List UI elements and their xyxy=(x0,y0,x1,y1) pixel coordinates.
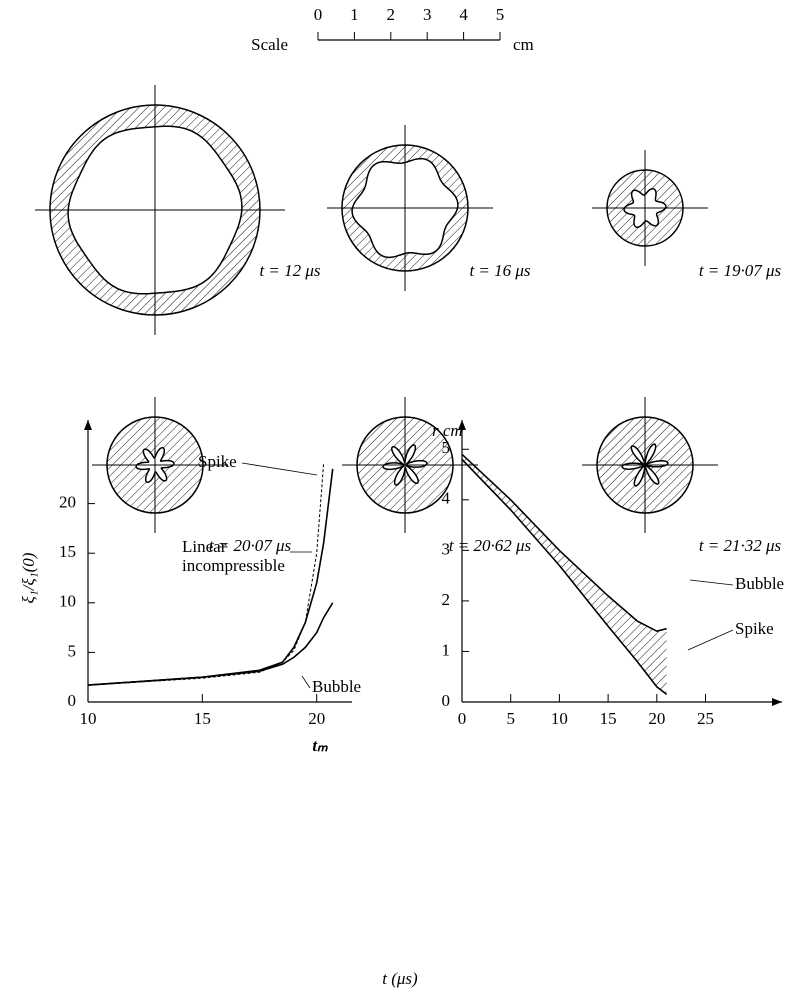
scale-tick-label: 4 xyxy=(459,5,468,24)
series-line xyxy=(87,602,334,686)
common-xlabel: t (μs) xyxy=(382,969,418,988)
y-tick-label: 2 xyxy=(442,590,451,609)
y-tick-label: 0 xyxy=(68,691,77,710)
y-tick-label: 5 xyxy=(442,438,451,457)
annotation: Linear incompressible xyxy=(182,537,285,575)
x-tick-label: 25 xyxy=(697,709,714,728)
x-tick-label: 0 xyxy=(458,709,467,728)
scale-label: Scale xyxy=(251,35,288,54)
y-tick-label: 10 xyxy=(59,592,76,611)
y-axis-label: r cm xyxy=(432,421,463,440)
axis-arrow xyxy=(772,698,782,706)
x-tick-label: 15 xyxy=(600,709,617,728)
scale-tick-label: 1 xyxy=(350,5,359,24)
scale-tick-label: 3 xyxy=(423,5,432,24)
leader-line xyxy=(301,675,311,689)
y-tick-label: 0 xyxy=(442,691,451,710)
scale-tick-label: 5 xyxy=(496,5,505,24)
snapshot-caption: t = 20·07 μs xyxy=(209,536,292,555)
series-label: Bubble xyxy=(735,574,784,593)
scale-tick-label: 0 xyxy=(314,5,323,24)
y-tick-label: 1 xyxy=(442,640,451,659)
scale-unit: cm xyxy=(513,35,534,54)
series-line xyxy=(461,453,667,633)
x-axis-label: tₘ xyxy=(312,736,328,755)
x-tick-label: 10 xyxy=(551,709,568,728)
leader-line xyxy=(687,629,734,651)
x-tick-label: 5 xyxy=(506,709,515,728)
x-tick-label: 15 xyxy=(194,709,211,728)
series-line xyxy=(87,463,325,686)
x-tick-label: 20 xyxy=(648,709,665,728)
x-tick-label: 20 xyxy=(308,709,325,728)
scale-tick-label: 2 xyxy=(387,5,396,24)
y-tick-label: 4 xyxy=(442,489,451,508)
snapshot-caption: t = 19·07 μs xyxy=(699,261,782,280)
series-line xyxy=(461,458,668,696)
y-tick-label: 20 xyxy=(59,493,76,512)
axis-arrow xyxy=(84,420,92,430)
snapshot-caption: t = 12 μs xyxy=(259,261,320,280)
y-axis-label: ξ₁/ξ₁(0) xyxy=(19,552,38,603)
leader-line xyxy=(689,579,734,586)
y-tick-label: 3 xyxy=(442,539,451,558)
snapshot-caption: t = 21·32 μs xyxy=(699,536,782,555)
series-label: Bubble xyxy=(312,677,361,696)
series-label: Spike xyxy=(198,452,237,471)
axis-arrow xyxy=(458,420,466,430)
snapshot-caption: t = 16 μs xyxy=(469,261,530,280)
snapshot-caption: t = 20·62 μs xyxy=(449,536,532,555)
series-label: Spike xyxy=(735,619,774,638)
y-tick-label: 5 xyxy=(68,641,77,660)
y-tick-label: 15 xyxy=(59,542,76,561)
leader-line xyxy=(241,462,318,476)
x-tick-label: 10 xyxy=(80,709,97,728)
